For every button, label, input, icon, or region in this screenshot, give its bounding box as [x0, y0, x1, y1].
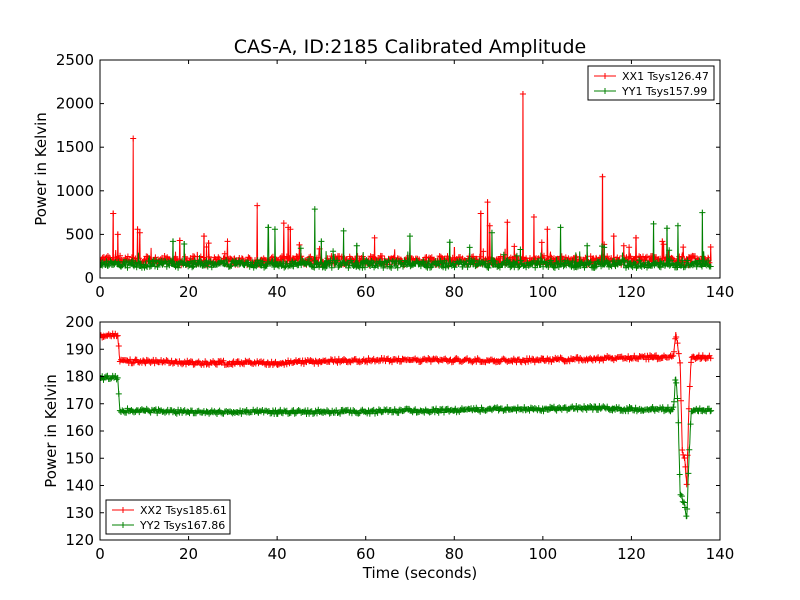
series-yy1-markers [100, 206, 714, 271]
y-tick-label: 200 [65, 313, 94, 331]
y-tick-label: 150 [65, 449, 94, 467]
plot-area [100, 91, 714, 271]
y-tick-label: 180 [65, 368, 94, 386]
y-tick-label: 190 [65, 340, 94, 358]
x-tick-label: 140 [706, 545, 735, 563]
legend-marker [120, 522, 126, 528]
legend-entry: YY1 Tsys157.99 [594, 85, 707, 98]
x-tick-label: 60 [356, 545, 375, 563]
x-tick-label: 100 [529, 283, 558, 301]
series-yy2-line [100, 374, 712, 520]
legend-box [587, 65, 715, 101]
y-tick-label: 2500 [56, 51, 94, 69]
bottom-axes: 0 20 40 60 80 100 120 140 120 130 140 150 160 170 180 1… [42, 313, 734, 582]
y-tick-label: 160 [65, 422, 94, 440]
legend-entry: XX2 Tsys185.61 [112, 504, 227, 517]
series-xx1-markers [100, 91, 714, 269]
top-axes: 0 20 40 60 80 100 120 140 0 500 1000 1500 2000 2500 Po… [32, 51, 734, 301]
y-tick-label: 0 [84, 269, 94, 287]
x-tick-label: 120 [617, 545, 646, 563]
legend-box [105, 499, 231, 535]
y-tick-label: 130 [65, 504, 94, 522]
legend-label: XX1 Tsys126.47 [622, 70, 709, 83]
series-xx2-markers [100, 330, 714, 488]
x-tick-label: 60 [356, 283, 375, 301]
series-xx1-line [100, 93, 712, 268]
chart-title: CAS-A, ID:2185 Calibrated Amplitude [234, 36, 586, 58]
y-tick-label: 170 [65, 395, 94, 413]
x-tick-label: 20 [179, 283, 198, 301]
legend: XX2 Tsys185.61 YY2 Tsys167.86 [105, 499, 231, 535]
legend-marker [602, 88, 608, 94]
legend-label: YY1 Tsys157.99 [621, 85, 707, 98]
legend-marker [120, 507, 126, 513]
y-tick-label: 1500 [56, 138, 94, 156]
legend: XX1 Tsys126.47 YY1 Tsys157.99 [587, 65, 715, 101]
series-yy2-markers [100, 372, 715, 520]
y-axis-label: Power in Kelvin [32, 112, 50, 226]
x-tick-label: 120 [617, 283, 646, 301]
legend-marker [602, 73, 608, 79]
x-tick-label: 140 [706, 283, 735, 301]
y-tick-label: 140 [65, 477, 94, 495]
x-tick-label: 80 [445, 283, 464, 301]
x-tick-label: 80 [445, 545, 464, 563]
y-tick-label: 500 [65, 225, 94, 243]
x-tick-label: 0 [95, 545, 105, 563]
plot-area [100, 330, 715, 520]
y-tick-label: 1000 [56, 182, 94, 200]
y-tick-label: 2000 [56, 95, 94, 113]
x-tick-label: 20 [179, 545, 198, 563]
y-tick-label: 120 [65, 531, 94, 549]
x-axis-label: Time (seconds) [362, 564, 478, 582]
x-tick-label: 0 [95, 283, 105, 301]
x-tick-label: 100 [529, 545, 558, 563]
y-axis-label: Power in Kelvin [42, 374, 60, 488]
legend-label: YY2 Tsys167.86 [139, 519, 225, 532]
x-tick-label: 40 [268, 283, 287, 301]
legend-label: XX2 Tsys185.61 [140, 504, 227, 517]
x-tick-label: 40 [268, 545, 287, 563]
legend-entry: XX1 Tsys126.47 [594, 70, 709, 83]
axes-frame [99, 59, 721, 279]
legend-entry: YY2 Tsys167.86 [112, 519, 225, 532]
